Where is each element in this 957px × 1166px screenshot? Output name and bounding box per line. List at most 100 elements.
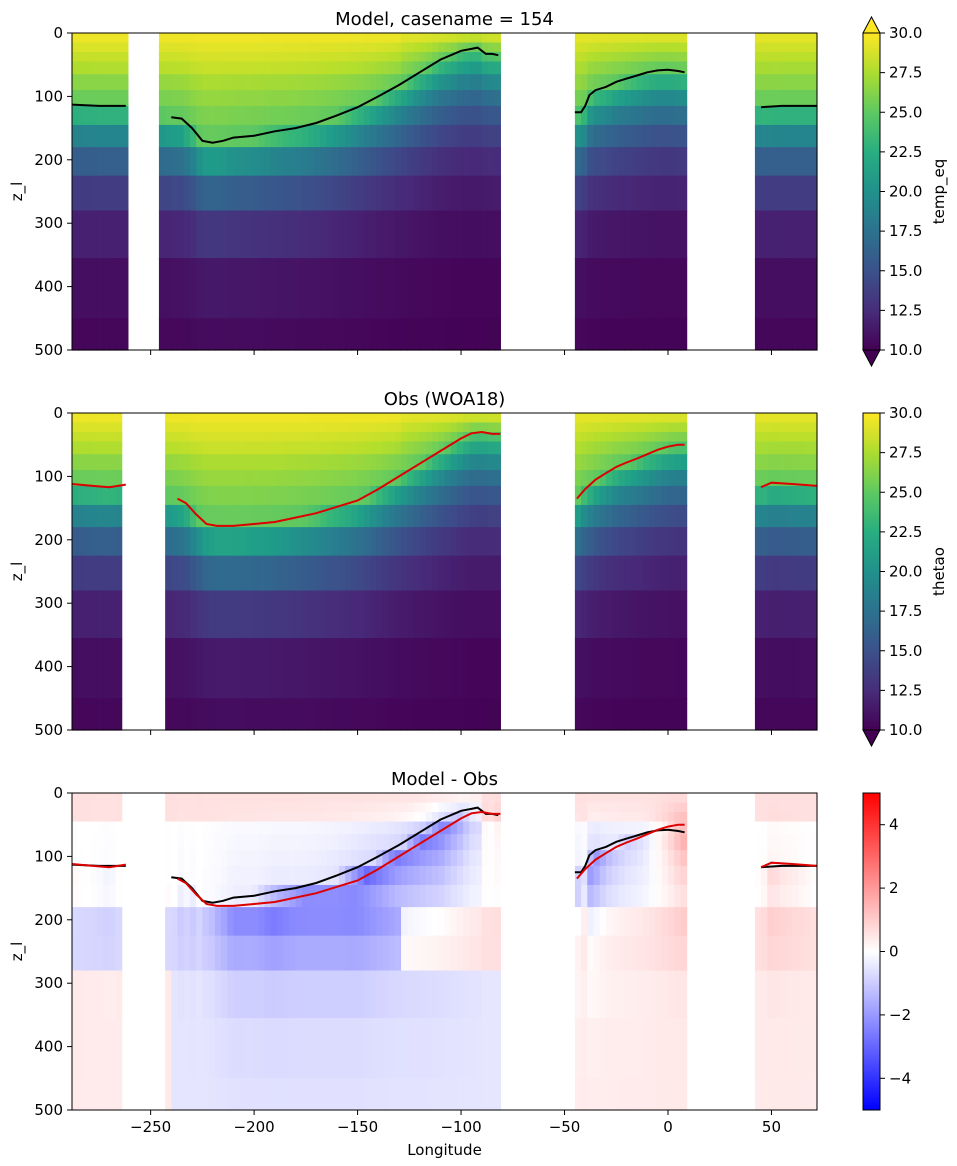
heatmap-cell bbox=[767, 258, 775, 319]
heatmap-cell bbox=[258, 504, 266, 528]
heatmap-cell bbox=[494, 470, 501, 487]
heatmap-cell bbox=[401, 210, 408, 259]
heatmap-cell bbox=[90, 175, 98, 212]
heatmap-cell bbox=[252, 422, 259, 433]
heatmap-cell bbox=[618, 970, 626, 1019]
heatmap-cell bbox=[587, 698, 595, 731]
heatmap-cell bbox=[444, 441, 452, 455]
heatmap-cell bbox=[680, 850, 688, 867]
heatmap-cell bbox=[177, 590, 185, 639]
heatmap-cell bbox=[394, 1018, 402, 1079]
heatmap-cell bbox=[450, 638, 458, 699]
heatmap-cell bbox=[165, 698, 172, 731]
heatmap-cell bbox=[487, 802, 495, 813]
heatmap-cell bbox=[581, 698, 588, 731]
heatmap-cell bbox=[612, 61, 619, 75]
heatmap-cell bbox=[674, 793, 682, 804]
heatmap-cell bbox=[357, 42, 365, 53]
heatmap-cell bbox=[655, 422, 663, 433]
heatmap-cell bbox=[407, 793, 415, 804]
heatmap-cell bbox=[84, 850, 92, 867]
heatmap-cell bbox=[438, 441, 446, 455]
heatmap-cell bbox=[401, 147, 408, 177]
model-isotherm-line bbox=[71, 46, 817, 144]
heatmap-cell bbox=[773, 504, 781, 528]
heatmap-cell bbox=[351, 812, 359, 823]
heatmap-cell bbox=[469, 970, 477, 1019]
heatmap-cell bbox=[189, 793, 197, 804]
heatmap-cell bbox=[370, 470, 377, 487]
heatmap-cell bbox=[158, 105, 166, 126]
heatmap-cell bbox=[624, 638, 632, 699]
heatmap-cell bbox=[382, 935, 390, 972]
heatmap-cell bbox=[370, 793, 377, 804]
heatmap-cell bbox=[345, 935, 352, 972]
heatmap-cell bbox=[239, 175, 247, 212]
heatmap-cell bbox=[382, 504, 390, 528]
heatmap-cell bbox=[587, 52, 595, 63]
heatmap-cell bbox=[320, 907, 328, 937]
heatmap-cell bbox=[593, 441, 601, 455]
heatmap-cell bbox=[158, 52, 166, 63]
heatmap-cell bbox=[295, 834, 303, 851]
heatmap-cell bbox=[382, 175, 390, 212]
heatmap-cell bbox=[394, 454, 402, 471]
heatmap-cell bbox=[351, 42, 359, 53]
heatmap-cell bbox=[481, 147, 489, 177]
heatmap-cell bbox=[103, 52, 110, 63]
heatmap-cell bbox=[587, 850, 595, 867]
heatmap-cell bbox=[630, 74, 638, 91]
heatmap-cell bbox=[382, 590, 390, 639]
heatmap-cell bbox=[115, 638, 123, 699]
heatmap-cell bbox=[419, 470, 427, 487]
heatmap-cell bbox=[773, 147, 781, 177]
heatmap-cell bbox=[363, 821, 371, 835]
heatmap-cell bbox=[233, 413, 241, 424]
heatmap-cell bbox=[295, 527, 303, 557]
heatmap-cell bbox=[283, 793, 290, 804]
heatmap-cell bbox=[463, 318, 470, 351]
heatmap-cell bbox=[78, 850, 86, 867]
heatmap-cell bbox=[239, 802, 247, 813]
heatmap-cell bbox=[574, 413, 582, 424]
heatmap-cell bbox=[357, 590, 365, 639]
heatmap-cell bbox=[202, 834, 210, 851]
heatmap-cell bbox=[804, 42, 812, 53]
heatmap-cell bbox=[618, 42, 626, 53]
heatmap-cell bbox=[208, 470, 216, 487]
heatmap-cell bbox=[370, 970, 377, 1019]
heatmap-cell bbox=[307, 812, 315, 823]
heatmap-cell bbox=[636, 422, 644, 433]
heatmap-cell bbox=[680, 74, 688, 91]
heatmap-cell bbox=[239, 793, 247, 804]
heatmap-cell bbox=[239, 61, 247, 75]
heatmap-cell bbox=[785, 812, 793, 823]
y-tick-label: 0 bbox=[53, 404, 63, 422]
heatmap-cell bbox=[456, 812, 464, 823]
heatmap-cell bbox=[158, 258, 166, 319]
heatmap-cell bbox=[332, 638, 340, 699]
heatmap-cell bbox=[804, 638, 812, 699]
heatmap-cell bbox=[332, 907, 340, 937]
heatmap-cell bbox=[798, 454, 806, 471]
heatmap-cell bbox=[674, 124, 682, 148]
heatmap-cell bbox=[612, 90, 619, 107]
heatmap-cell bbox=[680, 175, 688, 212]
heatmap-cell bbox=[674, 432, 682, 443]
heatmap-cell bbox=[252, 907, 259, 937]
heatmap-cell bbox=[357, 454, 365, 471]
heatmap-cell bbox=[680, 638, 688, 699]
heatmap-cell bbox=[208, 175, 216, 212]
heatmap-cell bbox=[394, 1078, 402, 1111]
heatmap-cell bbox=[481, 105, 489, 126]
heatmap-cell bbox=[363, 470, 371, 487]
heatmap-cell bbox=[177, 470, 185, 487]
heatmap-cell bbox=[779, 175, 787, 212]
heatmap-cell bbox=[407, 865, 415, 886]
heatmap-cell bbox=[239, 850, 247, 867]
heatmap-cell bbox=[258, 527, 266, 557]
heatmap-cell bbox=[612, 432, 619, 443]
heatmap-cell bbox=[636, 504, 644, 528]
heatmap-cell bbox=[668, 470, 675, 487]
heatmap-cell bbox=[301, 42, 309, 53]
